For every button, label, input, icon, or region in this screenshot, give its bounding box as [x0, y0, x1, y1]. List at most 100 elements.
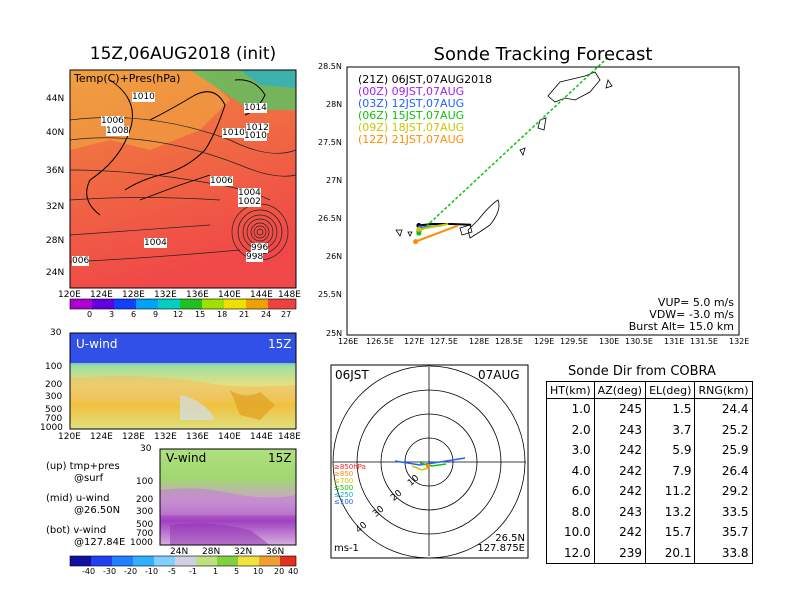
lon-tick: 128E — [122, 432, 145, 442]
table-cell: 242 — [593, 522, 647, 543]
lat-tick: 26.5N — [318, 214, 342, 223]
lat-tick: 28N — [202, 547, 221, 557]
lat-tick: 24N — [170, 547, 189, 557]
lat-tick: 28N — [46, 236, 65, 246]
sonde-track-line — [415, 224, 459, 243]
u-wind-panel — [69, 332, 297, 430]
v-wind-panel — [159, 448, 297, 546]
table-cell: 1.0 — [546, 398, 595, 420]
cb-tick: 1 — [213, 567, 219, 576]
col-header: EL(deg) — [645, 381, 696, 399]
param-burst: Burst Alt= 15.0 km — [628, 320, 734, 333]
isobar-label: 1010 — [222, 128, 245, 138]
table-cell: 243 — [593, 501, 647, 522]
table-cell: 15.7 — [645, 522, 696, 543]
table-cell: 3.7 — [645, 419, 696, 440]
legend-entry: (06Z) 15JST,07AUG — [358, 109, 465, 122]
isobar-label: 1004 — [144, 238, 167, 248]
cb-tick: 18 — [217, 310, 228, 319]
lat-tick: 24N — [46, 268, 65, 278]
lat-tick: 25N — [326, 329, 343, 338]
cb-tick: 21 — [239, 310, 250, 319]
sonde-launch-point — [416, 230, 422, 236]
table-cell: 11.2 — [645, 481, 696, 502]
note-up: (up) tmp+pres — [46, 461, 120, 472]
param-vdw: VDW= -3.0 m/s — [649, 308, 734, 321]
lon-tick: 144E — [250, 290, 273, 300]
note-mid: (mid) u-wind — [46, 493, 110, 504]
forecast-map — [346, 56, 740, 336]
legend-entry: (21Z) 06JST,07AUG2018 — [358, 73, 493, 86]
table-cell: 25.9 — [694, 440, 753, 461]
isobar-label: 1004 — [238, 188, 261, 198]
lon-tick: 140E — [218, 290, 241, 300]
lon-tick: 124E — [90, 432, 113, 442]
cb-tick: 10 — [253, 567, 264, 576]
table-cell: 26.4 — [694, 460, 753, 481]
p-tick: 700 — [45, 414, 63, 424]
v-wind-time: 15Z — [268, 451, 292, 465]
table-cell: 13.2 — [645, 501, 696, 522]
lon-tick: 126E — [338, 337, 359, 346]
lon-tick: 136E — [186, 432, 209, 442]
cb-tick: 12 — [173, 310, 184, 319]
hodo-unit: ms-1 — [334, 543, 359, 554]
level-label: ≥850hPa — [334, 463, 366, 471]
wind-colorbar — [69, 555, 297, 567]
table-cell: 245 — [593, 398, 647, 420]
isobar-label: 998 — [246, 252, 264, 262]
cb-tick: -30 — [103, 567, 117, 576]
cb-tick: -10 — [145, 567, 159, 576]
lon-tick: 127E — [404, 337, 425, 346]
lon-tick: 136E — [186, 290, 209, 300]
isobar-label: 1012 — [246, 123, 269, 133]
lat-tick: 25.5N — [318, 290, 342, 299]
p-tick: 1000 — [40, 423, 63, 433]
level-label: ≤250 — [334, 491, 354, 499]
table-header-row: HT(km) AZ(deg) EL(deg) RNG(km) — [546, 381, 753, 399]
table-body: 1.0 245 1.5 24.4 2.0 243 3.7 25.2 3.0 242 5.9 25.9 4… — [546, 398, 753, 564]
p-tick: 100 — [136, 477, 154, 487]
table-cell: 20.1 — [645, 542, 696, 564]
lat-tick: 36N — [266, 547, 285, 557]
lat-tick: 27.5N — [318, 138, 342, 147]
table-row: 2.0 243 3.7 25.2 — [546, 419, 753, 440]
p-tick: 500 — [136, 520, 154, 530]
table-cell: 5.9 — [645, 440, 696, 461]
lon-tick: 124E — [90, 290, 113, 300]
isobar-label: 1010 — [132, 92, 155, 102]
legend-entry: (09Z) 18JST,07AUG — [358, 121, 465, 134]
lon-tick: 129.5E — [560, 337, 588, 346]
lon-tick: 131.5E — [690, 337, 718, 346]
isobar-label: 006 — [72, 256, 90, 266]
isobar-label: 1010 — [244, 131, 267, 141]
table-cell: 242 — [593, 460, 647, 481]
cb-tick: 20 — [274, 567, 285, 576]
table-cell: 24.4 — [694, 398, 753, 420]
lon-tick: 128E — [122, 290, 145, 300]
table-cell: 2.0 — [546, 419, 595, 440]
cb-tick: 15 — [195, 310, 206, 319]
cb-tick: 0 — [87, 310, 93, 319]
col-header: AZ(deg) — [593, 381, 647, 399]
legend-entry: (03Z) 12JST,07AUG — [358, 97, 465, 110]
hodo-time-right: 07AUG — [478, 368, 520, 382]
col-header: RNG(km) — [694, 381, 753, 399]
map-title: 15Z,06AUG2018 (init) — [89, 44, 277, 64]
p-tick: 300 — [45, 392, 63, 402]
isobar-label: 1008 — [106, 126, 129, 136]
table-cell: 29.2 — [694, 481, 753, 502]
level-label: ≤700 — [334, 477, 354, 485]
cb-tick: 6 — [131, 310, 137, 319]
sonde-track-line — [418, 222, 472, 227]
hodograph — [330, 364, 529, 559]
table-row: 10.0 242 15.7 35.7 — [546, 522, 753, 543]
lon-tick: 120E — [58, 290, 81, 300]
level-label: ≤500 — [334, 484, 354, 492]
note-bot-2: @127.84E — [74, 537, 126, 548]
lon-tick: 140E — [218, 432, 241, 442]
table-row: 1.0 245 1.5 24.4 — [546, 398, 753, 420]
hodo-lat: 26.5N — [495, 533, 525, 544]
table-cell: 242 — [593, 481, 647, 502]
lon-tick: 148E — [278, 432, 301, 442]
